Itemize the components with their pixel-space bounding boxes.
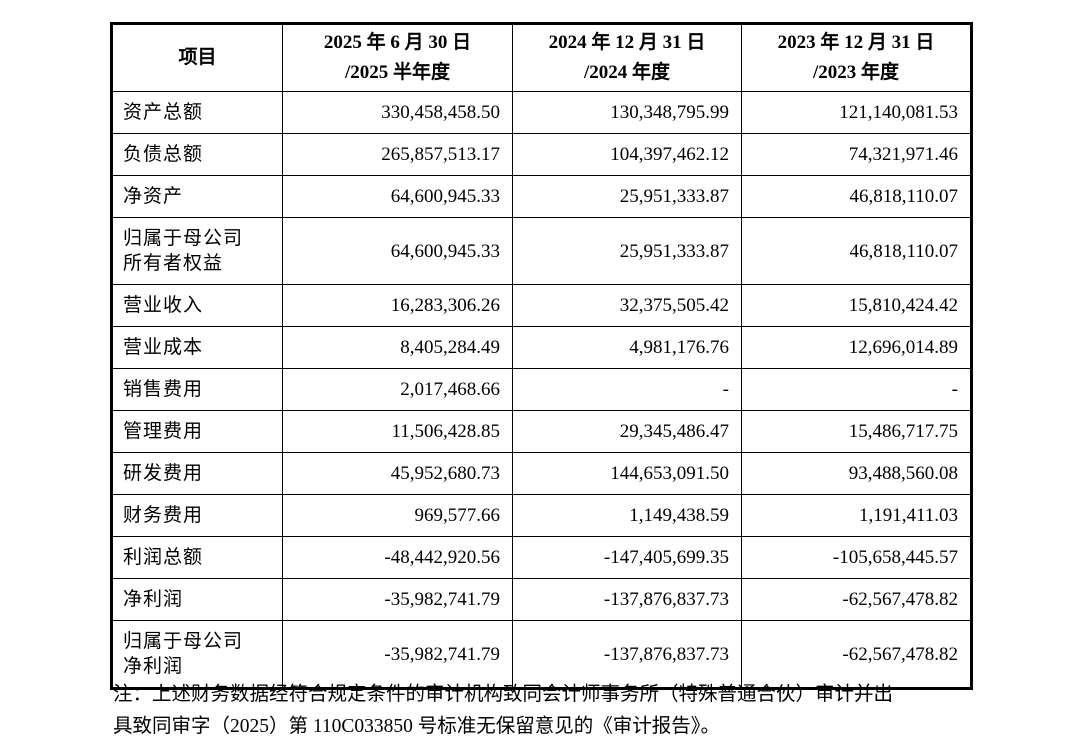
cell-value: -147,405,699.35 — [512, 536, 742, 579]
header-period-2025: 2025 年 6 月 30 日 /2025 半年度 — [282, 23, 513, 92]
cell-value: 12,696,014.89 — [741, 326, 972, 369]
cell-value: 29,345,486.47 — [512, 410, 742, 453]
cell-value: 4,981,176.76 — [512, 326, 742, 369]
table-row: 净利润 -35,982,741.79 -137,876,837.73 -62,5… — [111, 578, 972, 621]
cell-value: 1,191,411.03 — [741, 494, 972, 537]
cell-value: 74,321,971.46 — [741, 133, 972, 176]
cell-value: 330,458,458.50 — [282, 91, 513, 134]
table-row: 利润总额 -48,442,920.56 -147,405,699.35 -105… — [111, 536, 972, 579]
table-row: 销售费用 2,017,468.66 - - — [111, 368, 972, 411]
cell-value: -62,567,478.82 — [741, 578, 972, 621]
cell-value: -35,982,741.79 — [282, 578, 513, 621]
cell-value: -48,442,920.56 — [282, 536, 513, 579]
cell-value: 8,405,284.49 — [282, 326, 513, 369]
cell-value: 64,600,945.33 — [282, 217, 513, 285]
cell-value: - — [512, 368, 742, 411]
cell-value: 16,283,306.26 — [282, 284, 513, 327]
row-label: 营业收入 — [111, 284, 283, 327]
audit-note: 注：上述财务数据经符合规定条件的审计机构致同会计师事务所（特殊普通合伙）审计并出… — [113, 684, 894, 736]
row-label: 财务费用 — [111, 494, 283, 537]
cell-value: -105,658,445.57 — [741, 536, 972, 579]
row-label: 负债总额 — [111, 133, 283, 176]
cell-value: -35,982,741.79 — [282, 620, 513, 689]
cell-value: -137,876,837.73 — [512, 578, 742, 621]
row-label: 管理费用 — [111, 410, 283, 453]
row-label: 研发费用 — [111, 452, 283, 495]
table-row: 负债总额 265,857,513.17 104,397,462.12 74,32… — [111, 133, 972, 176]
table-row: 营业成本 8,405,284.49 4,981,176.76 12,696,01… — [111, 326, 972, 369]
cell-value: 45,952,680.73 — [282, 452, 513, 495]
row-label: 归属于母公司 所有者权益 — [111, 217, 283, 285]
cell-value: 46,818,110.07 — [741, 217, 972, 285]
table-row: 资产总额 330,458,458.50 130,348,795.99 121,1… — [111, 91, 972, 134]
cell-value: 1,149,438.59 — [512, 494, 742, 537]
table-row: 营业收入 16,283,306.26 32,375,505.42 15,810,… — [111, 284, 972, 327]
table-row: 财务费用 969,577.66 1,149,438.59 1,191,411.0… — [111, 494, 972, 537]
cell-value: - — [741, 368, 972, 411]
header-item-column: 项目 — [111, 23, 283, 92]
cell-value: 15,486,717.75 — [741, 410, 972, 453]
row-label: 净资产 — [111, 175, 283, 218]
cell-value: 2,017,468.66 — [282, 368, 513, 411]
cell-value: 15,810,424.42 — [741, 284, 972, 327]
cell-value: 64,600,945.33 — [282, 175, 513, 218]
table-row: 管理费用 11,506,428.85 29,345,486.47 15,486,… — [111, 410, 972, 453]
cell-value: 93,488,560.08 — [741, 452, 972, 495]
cell-value: -137,876,837.73 — [512, 620, 742, 689]
cell-value: 25,951,333.87 — [512, 217, 742, 285]
cell-value: 25,951,333.87 — [512, 175, 742, 218]
cell-value: 121,140,081.53 — [741, 91, 972, 134]
table-row: 净资产 64,600,945.33 25,951,333.87 46,818,1… — [111, 175, 972, 218]
cell-value: 11,506,428.85 — [282, 410, 513, 453]
cell-value: 104,397,462.12 — [512, 133, 742, 176]
row-label: 利润总额 — [111, 536, 283, 579]
header-period-2023: 2023 年 12 月 31 日 /2023 年度 — [741, 23, 972, 92]
row-label: 归属于母公司 净利润 — [111, 620, 283, 689]
cell-value: 144,653,091.50 — [512, 452, 742, 495]
header-period-2024: 2024 年 12 月 31 日 /2024 年度 — [512, 23, 742, 92]
cell-value: 130,348,795.99 — [512, 91, 742, 134]
table-row: 归属于母公司 所有者权益 64,600,945.33 25,951,333.87… — [111, 217, 972, 285]
cell-value: -62,567,478.82 — [741, 620, 972, 689]
cell-value: 969,577.66 — [282, 494, 513, 537]
row-label: 净利润 — [111, 578, 283, 621]
row-label: 营业成本 — [111, 326, 283, 369]
row-label: 资产总额 — [111, 91, 283, 134]
cell-value: 32,375,505.42 — [512, 284, 742, 327]
table-row: 研发费用 45,952,680.73 144,653,091.50 93,488… — [111, 452, 972, 495]
table-row: 归属于母公司 净利润 -35,982,741.79 -137,876,837.7… — [111, 620, 972, 689]
cell-value: 265,857,513.17 — [282, 133, 513, 176]
row-label: 销售费用 — [111, 368, 283, 411]
cell-value: 46,818,110.07 — [741, 175, 972, 218]
financial-summary-table: 项目 2025 年 6 月 30 日 /2025 半年度 2024 年 12 月… — [110, 22, 973, 690]
table-header-row: 项目 2025 年 6 月 30 日 /2025 半年度 2024 年 12 月… — [111, 23, 972, 92]
